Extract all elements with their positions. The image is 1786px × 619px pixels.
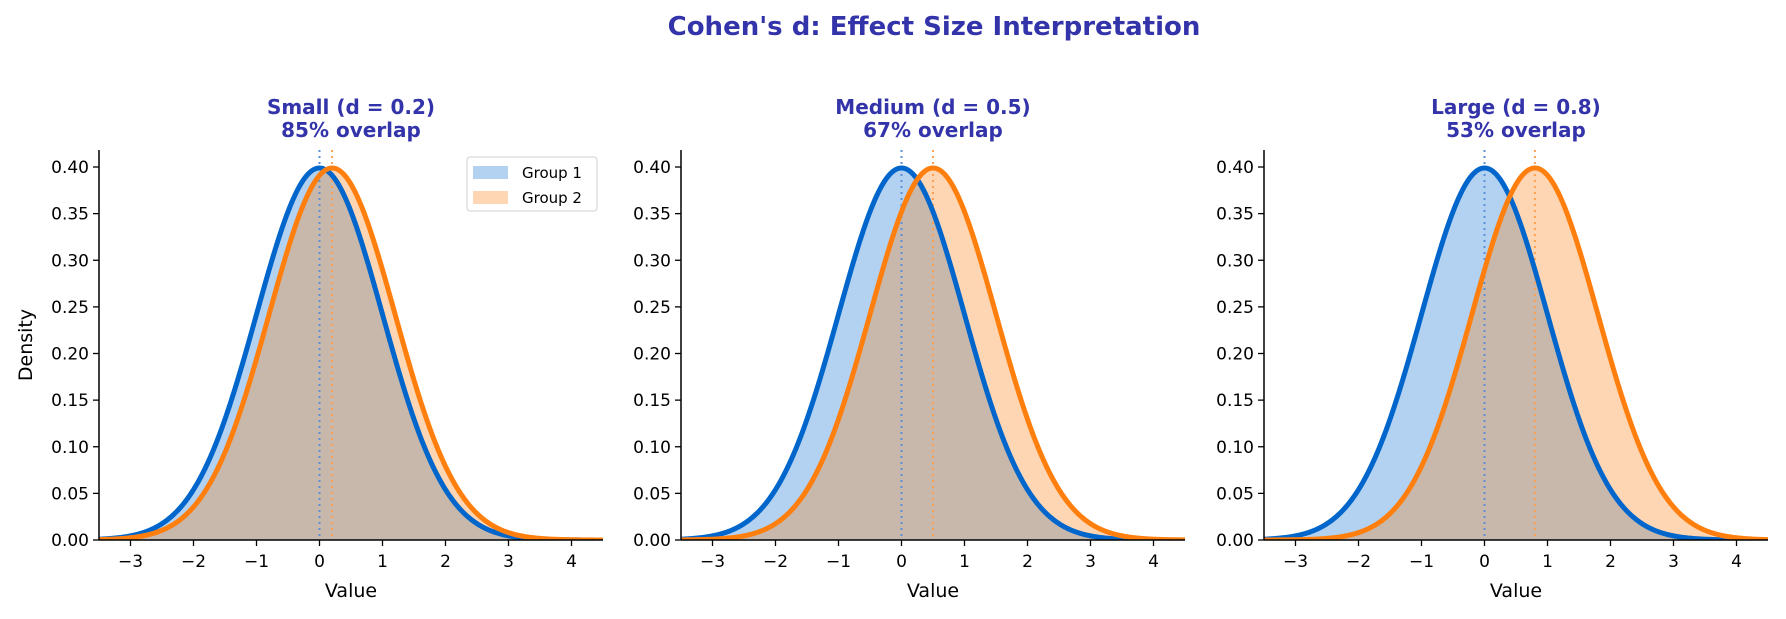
x-tick-label: −3	[700, 552, 725, 572]
x-tick-label: 0	[896, 552, 907, 572]
y-tick-label: 0.05	[633, 484, 671, 504]
y-tick-label: 0.10	[1216, 438, 1254, 458]
group2-curve	[99, 165, 603, 540]
x-tick-label: −1	[1409, 552, 1434, 572]
y-tick-label: 0.40	[51, 158, 89, 178]
y-tick-label: 0.25	[51, 298, 89, 318]
group1-curve	[1264, 165, 1768, 540]
y-tick-label: 0.40	[1216, 158, 1254, 178]
legend-swatch-group1	[473, 166, 508, 179]
y-tick-label: 0.30	[51, 251, 89, 271]
y-tick-label: 0.15	[51, 391, 89, 411]
panel-title: Small (d = 0.2)	[267, 95, 435, 119]
legend-label-group1: Group 1	[522, 164, 582, 182]
x-axis-label: Value	[1490, 580, 1542, 602]
panel-1: Small (d = 0.2)85% overlap 0.00 0.05 0.10 0.…	[15, 95, 603, 602]
x-tick-label: 1	[377, 552, 388, 572]
x-tick-label: 0	[1479, 552, 1490, 572]
group2-curve	[1264, 165, 1768, 540]
x-tick-label: 2	[440, 552, 451, 572]
overlap-area	[99, 169, 603, 540]
x-tick-label: −3	[118, 552, 143, 572]
y-tick-label: 0.00	[1216, 531, 1254, 551]
plot-area	[681, 150, 1185, 540]
figure-title: Cohen's d: Effect Size Interpretation	[668, 12, 1201, 42]
legend-label-group2: Group 2	[522, 189, 582, 207]
y-tick-label: 0.25	[1216, 298, 1254, 318]
y-tick-label: 0.00	[51, 531, 89, 551]
y-tick-label: 0.30	[633, 251, 671, 271]
y-axis-label: Density	[15, 309, 37, 381]
x-tick-label: −2	[1346, 552, 1371, 572]
y-tick-label: 0.20	[1216, 345, 1254, 365]
y-tick-label: 0.15	[633, 391, 671, 411]
x-tick-label: −2	[763, 552, 788, 572]
x-axis-label: Value	[325, 580, 377, 602]
x-tick-label: 1	[1542, 552, 1553, 572]
group1-curve	[681, 165, 1185, 540]
y-tick-label: 0.20	[51, 345, 89, 365]
y-tick-label: 0.35	[1216, 205, 1254, 225]
x-tick-label: 2	[1022, 552, 1033, 572]
y-tick-label: 0.10	[51, 438, 89, 458]
x-tick-label: 3	[1668, 552, 1679, 572]
x-tick-label: 4	[1148, 552, 1159, 572]
plot-area	[99, 150, 603, 540]
x-axis-label: Value	[907, 580, 959, 602]
y-tick-label: 0.00	[633, 531, 671, 551]
panel-subtitle: 53% overlap	[1446, 118, 1586, 142]
y-tick-label: 0.05	[1216, 484, 1254, 504]
x-tick-label: 1	[959, 552, 970, 572]
y-tick-label: 0.30	[1216, 251, 1254, 271]
panel-2: Medium (d = 0.5)67% overlap 0.00 0.05 0.10 0…	[633, 95, 1185, 602]
y-tick-label: 0.35	[633, 205, 671, 225]
y-tick-label: 0.15	[1216, 391, 1254, 411]
panels: Small (d = 0.2)85% overlap 0.00 0.05 0.10 0.…	[15, 95, 1768, 602]
y-tick-label: 0.10	[633, 438, 671, 458]
y-tick-label: 0.35	[51, 205, 89, 225]
y-tick-label: 0.25	[633, 298, 671, 318]
x-tick-label: 4	[566, 552, 577, 572]
x-tick-label: 4	[1731, 552, 1742, 572]
panel-subtitle: 85% overlap	[281, 118, 421, 142]
x-tick-label: 2	[1605, 552, 1616, 572]
x-tick-label: −3	[1283, 552, 1308, 572]
panel-subtitle: 67% overlap	[863, 118, 1003, 142]
panel-3: Large (d = 0.8)53% overlap 0.00 0.05 0.10 0.…	[1216, 95, 1768, 602]
x-tick-label: 3	[1085, 552, 1096, 572]
group2-curve	[681, 165, 1185, 540]
panel-title: Medium (d = 0.5)	[835, 95, 1030, 119]
x-tick-label: −2	[181, 552, 206, 572]
overlap-area	[1264, 196, 1768, 540]
x-tick-label: −1	[826, 552, 851, 572]
panel-title: Large (d = 0.8)	[1431, 95, 1601, 119]
y-tick-label: 0.40	[633, 158, 671, 178]
y-tick-label: 0.05	[51, 484, 89, 504]
legend: Group 1 Group 2	[466, 156, 598, 212]
legend-swatch-group2	[473, 191, 508, 204]
y-tick-label: 0.20	[633, 345, 671, 365]
x-tick-label: 3	[503, 552, 514, 572]
plot-area	[1264, 150, 1768, 540]
x-tick-label: 0	[314, 552, 325, 572]
x-tick-label: −1	[244, 552, 269, 572]
